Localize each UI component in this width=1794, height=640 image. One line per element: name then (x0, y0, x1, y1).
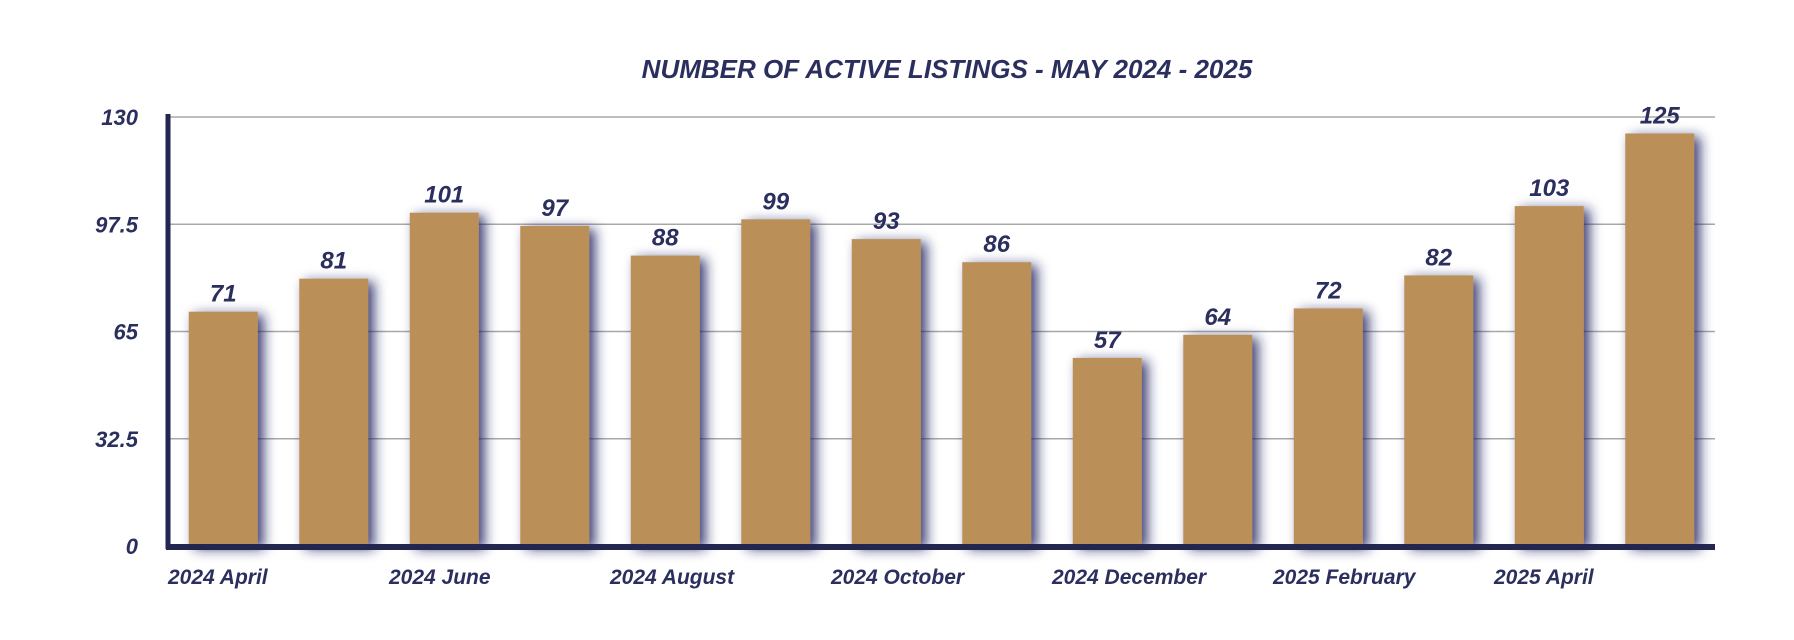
y-tick-label: 97.5 (95, 212, 139, 237)
bar (520, 225, 590, 546)
data-label: 97 (541, 195, 569, 222)
x-tick-label: 2024 June (388, 566, 491, 589)
x-axis-ticks: 2024 April 2024 June 2024 August 2024 Octob… (167, 566, 1595, 589)
y-tick-label: 0 (126, 534, 139, 559)
data-label: 71 (210, 281, 237, 308)
data-label: 103 (1529, 175, 1570, 202)
data-label: 64 (1204, 304, 1231, 331)
bar (962, 262, 1032, 546)
y-tick-label: 65 (114, 320, 139, 345)
data-label: 72 (1315, 277, 1342, 304)
bar (741, 219, 811, 547)
axes (165, 114, 1715, 550)
data-label: 101 (424, 182, 464, 209)
x-tick-label: 2024 August (609, 566, 735, 589)
data-label: 81 (320, 248, 347, 275)
bar (1293, 308, 1363, 546)
grid-lines (168, 116, 1715, 440)
bar (1514, 206, 1584, 546)
data-labels: 71 81 101 97 88 99 93 86 57 64 72 82 103 125 (210, 103, 1681, 354)
bars (188, 133, 1695, 547)
chart-title: NUMBER OF ACTIVE LISTINGS - MAY 2024 - 2… (642, 54, 1253, 84)
x-tick-label: 2024 October (830, 566, 966, 589)
bar (299, 278, 369, 546)
data-label: 57 (1094, 327, 1122, 354)
y-tick-label: 32.5 (95, 427, 139, 452)
data-label: 88 (652, 225, 679, 252)
data-label: 125 (1640, 103, 1681, 130)
y-axis-ticks: 0 32.5 65 97.5 130 (95, 105, 139, 559)
bar (188, 311, 258, 546)
x-tick-label: 2024 April (167, 566, 269, 589)
bar (1183, 334, 1253, 546)
bar (1404, 275, 1474, 546)
x-tick-label: 2024 December (1051, 566, 1208, 589)
data-label: 82 (1425, 244, 1452, 271)
x-tick-label: 2025 February (1272, 566, 1417, 589)
data-label: 93 (873, 208, 900, 235)
data-label: 99 (762, 188, 789, 215)
bar (409, 212, 479, 546)
x-tick-label: 2025 April (1493, 566, 1595, 589)
bar (630, 255, 700, 546)
y-tick-label: 130 (101, 105, 138, 130)
bar (1072, 357, 1142, 546)
bar (851, 239, 921, 546)
data-label: 86 (983, 231, 1010, 258)
bar (1625, 133, 1695, 546)
